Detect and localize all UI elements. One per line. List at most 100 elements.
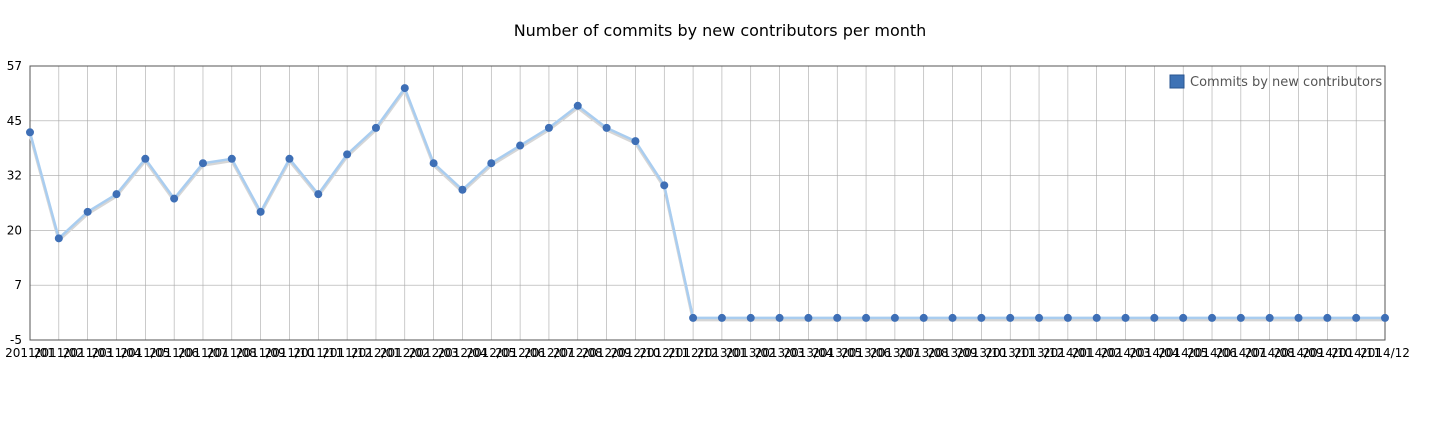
x-tick-label: 2011/04 [92, 346, 142, 360]
x-tick-label: 2011/05 [120, 346, 170, 360]
y-tick-label: 57 [7, 59, 22, 73]
x-tick-label: 2013/04 [783, 346, 833, 360]
x-tick-label: 2012/12 [668, 346, 718, 360]
y-tick-label: -5 [10, 333, 22, 347]
data-point [746, 313, 755, 322]
x-tick-label: 2012/11 [639, 346, 689, 360]
y-tick-label: 7 [14, 278, 22, 292]
x-tick-label: 2013/08 [899, 346, 949, 360]
y-axis-ticks: 57 45 32 20 7 -5 [7, 59, 22, 347]
series-line [28, 86, 1385, 320]
data-point [487, 159, 496, 168]
x-tick-label: 2013/01 [697, 346, 747, 360]
x-tick-label: 2011/02 [34, 346, 84, 360]
data-point [314, 190, 323, 199]
x-tick-label: 2012/02 [380, 346, 430, 360]
x-tick-label: 2012/10 [610, 346, 660, 360]
x-tick-label: 2014/04 [1129, 346, 1179, 360]
data-point [371, 123, 380, 132]
x-tick-label: 2013/06 [841, 346, 891, 360]
plot-frame [29, 65, 1386, 341]
x-tick-label: 2014/08 [1245, 346, 1295, 360]
x-tick-label: 2013/12 [1014, 346, 1064, 360]
data-point [198, 159, 207, 168]
x-tick-label: 2014/10 [1302, 346, 1352, 360]
data-point [1352, 313, 1361, 322]
x-tick-label: 2011/12 [322, 346, 372, 360]
data-point [343, 150, 352, 159]
data-point [54, 234, 63, 243]
x-tick-label: 2012/05 [466, 346, 516, 360]
data-point [1323, 313, 1332, 322]
x-tick-label: 2012/06 [495, 346, 545, 360]
series-layer [26, 84, 1389, 322]
data-point [1265, 313, 1274, 322]
data-point [256, 207, 265, 216]
x-tick-label: 2012/03 [409, 346, 459, 360]
x-tick-label: 2013/07 [870, 346, 920, 360]
data-point [602, 123, 611, 132]
x-tick-label: 2013/03 [755, 346, 805, 360]
legend-swatch [1169, 74, 1185, 89]
x-tick-label: 2011/01 [5, 346, 55, 360]
data-point [1236, 313, 1245, 322]
data-point [429, 159, 438, 168]
data-point [890, 313, 899, 322]
x-tick-label: 2014/03 [1101, 346, 1151, 360]
x-tick-label: 2011/09 [236, 346, 286, 360]
x-tick-label: 2011/10 [265, 346, 315, 360]
x-tick-label: 2013/09 [928, 346, 978, 360]
data-point [1294, 313, 1303, 322]
data-point [1121, 313, 1130, 322]
x-tick-label: 2014/02 [1072, 346, 1122, 360]
data-point [227, 154, 236, 163]
data-point [1092, 313, 1101, 322]
data-point [1208, 313, 1217, 322]
x-tick-label: 2012/01 [351, 346, 401, 360]
x-tick-label: 2012/04 [438, 346, 488, 360]
data-point [1179, 313, 1188, 322]
legend: Commits by new contributors [1169, 74, 1382, 90]
data-point [689, 313, 698, 322]
x-tick-label: 2014/06 [1187, 346, 1237, 360]
data-point [1063, 313, 1072, 322]
x-tick-label: 2011/03 [63, 346, 113, 360]
data-point [717, 313, 726, 322]
chart-title: Number of commits by new contributors pe… [514, 21, 927, 40]
data-point [400, 84, 409, 93]
x-tick-label: 2014/12 [1360, 346, 1410, 360]
data-point [833, 313, 842, 322]
x-tick-label: 2012/08 [553, 346, 603, 360]
data-point [83, 207, 92, 216]
data-point [285, 154, 294, 163]
y-tick-label: 45 [7, 114, 22, 128]
data-point [112, 190, 121, 199]
x-tick-label: 2011/07 [178, 346, 228, 360]
data-point [1006, 313, 1015, 322]
data-point [1150, 313, 1159, 322]
legend-label: Commits by new contributors [1190, 75, 1382, 90]
data-point [516, 141, 525, 150]
x-tick-label: 2013/05 [812, 346, 862, 360]
data-point [862, 313, 871, 322]
data-point [919, 313, 928, 322]
grid [30, 66, 1385, 340]
data-point [544, 123, 553, 132]
x-tick-label: 2011/06 [149, 346, 199, 360]
x-tick-label: 2011/08 [207, 346, 257, 360]
data-point [775, 313, 784, 322]
data-point [977, 313, 986, 322]
data-point [804, 313, 813, 322]
data-point [631, 137, 640, 146]
x-tick-label: 2012/07 [524, 346, 574, 360]
x-axis-ticks: 2011/012011/022011/032011/042011/052011/… [5, 346, 1410, 360]
data-point [170, 194, 179, 203]
x-tick-label: 2014/05 [1158, 346, 1208, 360]
data-point [573, 101, 582, 110]
x-tick-label: 2014/01 [1043, 346, 1093, 360]
y-tick-label: 20 [7, 223, 22, 237]
x-tick-label: 2013/11 [985, 346, 1035, 360]
data-point [1381, 313, 1389, 322]
x-tick-label: 2014/09 [1274, 346, 1324, 360]
